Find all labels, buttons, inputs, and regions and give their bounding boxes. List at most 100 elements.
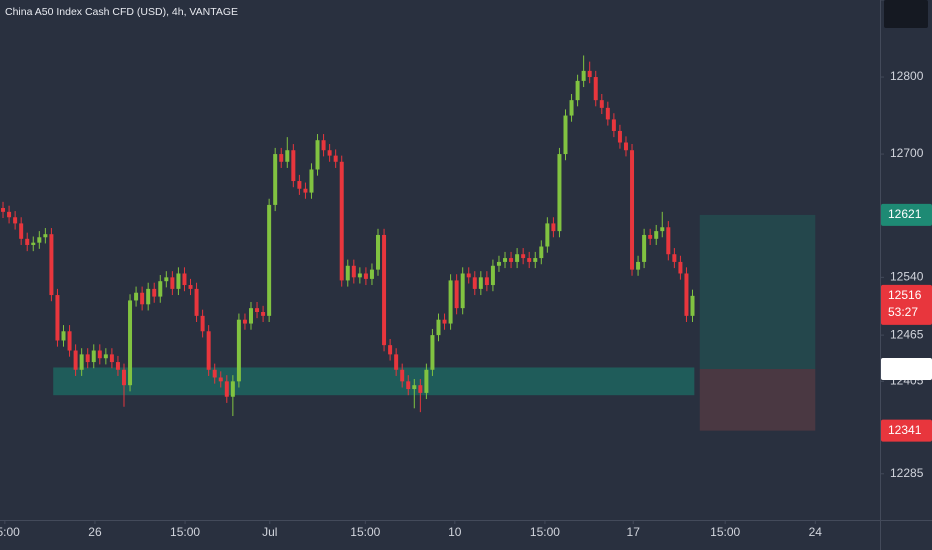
- candle-body: [357, 273, 362, 278]
- candle-body: [13, 217, 18, 224]
- candle-body: [182, 273, 187, 286]
- candle-body: [690, 295, 695, 316]
- candle-body: [261, 312, 266, 316]
- candle-body: [666, 227, 671, 255]
- candle-body: [551, 223, 556, 232]
- candle-body: [279, 154, 284, 162]
- candle-body: [170, 277, 175, 289]
- last-price-box: [881, 284, 932, 325]
- candle-body: [345, 265, 350, 281]
- candle-body: [25, 238, 30, 245]
- candle-body: [684, 273, 689, 316]
- candle-body: [672, 254, 677, 262]
- candle-body: [188, 285, 193, 289]
- candle-body: [539, 246, 544, 259]
- candle-body: [321, 140, 326, 151]
- countdown-label: 53:27: [888, 305, 918, 319]
- candle-body: [369, 269, 374, 279]
- candle-body: [430, 335, 435, 370]
- candle-body: [230, 381, 235, 397]
- candle-body: [623, 142, 628, 151]
- candle-body: [43, 234, 48, 238]
- candle-body: [333, 155, 338, 162]
- candle-body: [61, 331, 66, 341]
- candle-body: [7, 211, 12, 218]
- stop-label: 12341: [888, 423, 922, 437]
- candle-body: [176, 273, 181, 289]
- candle-body: [617, 130, 622, 143]
- candle-body: [249, 308, 253, 324]
- x-tick-label: 15:00: [350, 525, 380, 539]
- candle-body: [460, 273, 465, 309]
- target-label-box: [881, 203, 932, 226]
- candle-body: [436, 319, 441, 336]
- candle-body: [339, 161, 344, 281]
- candle-body: [496, 261, 501, 266]
- candle-body: [327, 150, 332, 156]
- candle-body: [642, 234, 647, 262]
- x-tick-label: 15:00: [0, 525, 20, 539]
- candle-body: [73, 350, 78, 370]
- candle-body: [412, 385, 417, 390]
- candle-body: [406, 381, 411, 390]
- candle-body: [158, 281, 163, 297]
- candle-body: [599, 100, 604, 108]
- candle-body: [103, 354, 108, 359]
- candle-body: [242, 319, 247, 324]
- candle-body: [194, 288, 199, 316]
- candle-body: [152, 288, 157, 297]
- last-price-label: 12516: [888, 288, 922, 302]
- entry-label-box: [881, 358, 932, 381]
- candle-body: [581, 70, 586, 81]
- candle-body: [236, 319, 241, 382]
- candle-body: [442, 319, 447, 324]
- candle-body: [527, 258, 532, 262]
- candle-body: [388, 345, 393, 355]
- candle-body: [484, 277, 489, 286]
- candle-body: [382, 234, 387, 346]
- candle-body: [85, 354, 90, 363]
- candle-body: [448, 280, 453, 324]
- candle-body: [509, 258, 514, 262]
- candle-body: [97, 350, 102, 359]
- candle-body: [678, 261, 683, 274]
- candle-body: [297, 181, 302, 189]
- candle-body: [255, 308, 260, 312]
- candle-body: [224, 381, 229, 397]
- candle-body: [315, 140, 320, 170]
- candle-body: [569, 100, 574, 116]
- position-profit: [699, 214, 816, 370]
- candle-body: [648, 234, 653, 239]
- candle-body: [605, 107, 610, 120]
- x-tick-label: 15:00: [530, 525, 560, 539]
- candle-body: [200, 315, 205, 332]
- y-tick-label: 12285: [890, 466, 924, 480]
- candle-body: [285, 150, 290, 162]
- chart-title: China A50 Index Cash CFD (USD), 4h, VANT…: [5, 6, 238, 18]
- candle-body: [37, 237, 42, 243]
- candle-body: [363, 273, 368, 279]
- candle-body: [351, 265, 356, 278]
- candle-body: [630, 150, 635, 270]
- candle-body: [418, 385, 423, 393]
- candle-body: [521, 254, 526, 259]
- y-tick-label: 12700: [890, 146, 924, 160]
- candle-body: [394, 354, 399, 370]
- candle-body: [587, 70, 592, 78]
- y-tick-label: 12540: [890, 270, 924, 284]
- candle-body: [218, 377, 223, 382]
- candle-body: [515, 254, 520, 262]
- candle-body: [67, 331, 72, 351]
- candle-body: [611, 119, 616, 131]
- x-tick-label: Jul: [262, 525, 277, 539]
- candle-body: [593, 77, 598, 101]
- x-tick-label: 15:00: [170, 525, 200, 539]
- candle-body: [164, 277, 169, 282]
- candle-body: [478, 277, 483, 289]
- candle-body: [660, 227, 665, 232]
- candle-body: [533, 258, 538, 262]
- x-tick-label: 17: [627, 525, 641, 539]
